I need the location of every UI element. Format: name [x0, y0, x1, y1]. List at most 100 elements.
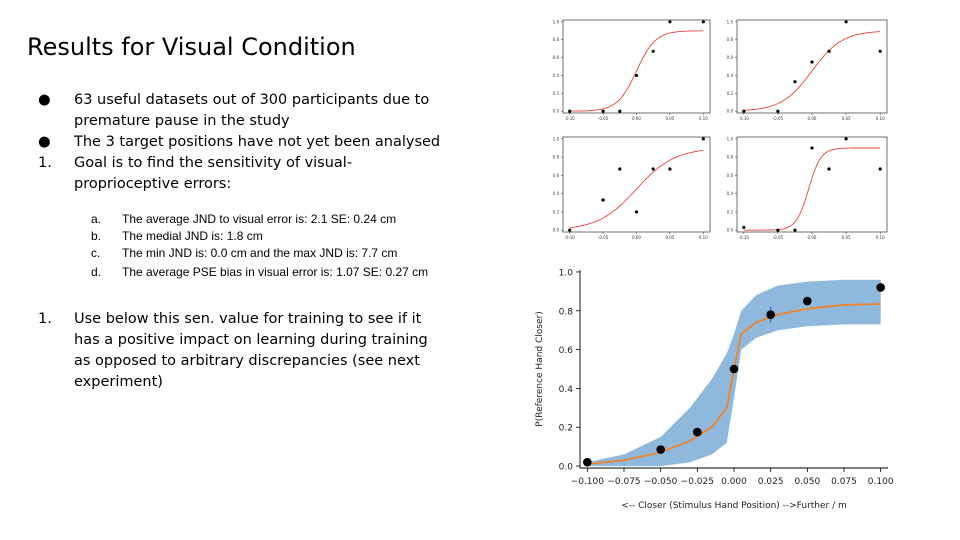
- data-point: [601, 109, 605, 113]
- number-marker: 1.: [38, 311, 52, 327]
- mini-chart-4: 0.0 0.2 0.4 0.6 0.8 1.0 -0.10 -0.05 0.00 0.05 0.10: [727, 136, 888, 240]
- y-tick-label: 0.2: [553, 91, 560, 96]
- data-point: [656, 445, 665, 454]
- plot-frame: [562, 136, 711, 233]
- x-tick-label: −0.100: [571, 477, 605, 487]
- data-point: [618, 109, 622, 113]
- x-tick-label: 0.10: [699, 235, 708, 240]
- sub-marker: d.: [91, 265, 102, 279]
- slide-body: ● 63 useful datasets out of 300 participa…: [38, 90, 448, 393]
- x-tick-label: 0.10: [876, 235, 885, 240]
- bullet-marker: ●: [38, 134, 51, 150]
- data-point: [844, 20, 848, 24]
- y-tick-label: 0.4: [727, 191, 734, 196]
- y-tick-label: 0.6: [727, 55, 734, 60]
- x-tick-label: −0.025: [681, 477, 714, 487]
- data-point: [651, 167, 655, 171]
- x-tick-label: -0.05: [773, 116, 784, 121]
- sub-item: b. The medial JND is: 1.8 cm: [38, 228, 448, 245]
- data-point: [651, 49, 655, 53]
- bullet-item: ● 63 useful datasets out of 300 participa…: [38, 90, 448, 132]
- bullet-marker: ●: [38, 92, 51, 108]
- y-tick-label: 0.8: [727, 155, 734, 160]
- data-point: [803, 296, 812, 306]
- data-point: [668, 167, 672, 171]
- data-point: [742, 109, 746, 113]
- fit-curve: [569, 30, 704, 112]
- data-point: [878, 167, 882, 171]
- x-tick-label: -0.05: [598, 116, 609, 121]
- sub-marker: b.: [91, 229, 102, 243]
- fit-curve: [569, 149, 704, 229]
- y-tick-label: 0.8: [553, 37, 560, 42]
- y-tick-label: 0.4: [553, 73, 560, 78]
- y-tick-label: 1.0: [553, 136, 560, 141]
- data-point: [766, 310, 775, 319]
- y-tick-label: 0.4: [553, 191, 560, 196]
- x-tick-label: 0.05: [665, 235, 674, 240]
- y-tick-label: 0.4: [727, 73, 734, 78]
- data-point: [876, 283, 885, 292]
- data-point: [701, 20, 705, 24]
- plot-frame: [736, 19, 888, 114]
- y-tick-label: 1.0: [559, 268, 574, 278]
- fit-curve: [743, 31, 881, 111]
- data-point: [568, 109, 572, 113]
- bullet-text: The 3 target positions have not yet been…: [74, 134, 441, 150]
- x-tick-label: 0.000: [721, 477, 747, 487]
- y-tick-label: 0.6: [553, 55, 560, 60]
- data-point: [601, 198, 605, 202]
- sub-item: a. The average JND to visual error is: 2.…: [38, 211, 448, 228]
- data-point: [810, 146, 814, 150]
- y-tick-label: 0.0: [553, 228, 560, 233]
- bullet-text: 63 useful datasets out of 300 participan…: [74, 92, 430, 129]
- x-tick-label: -0.05: [773, 235, 784, 240]
- data-point: [793, 228, 797, 232]
- fit-curve: [743, 147, 881, 231]
- x-tick-label: 0.10: [699, 116, 708, 121]
- y-tick-label: 1.0: [727, 136, 734, 141]
- y-tick-label: 0.6: [553, 173, 560, 178]
- x-tick-label: 0.00: [808, 235, 817, 240]
- data-point: [776, 109, 780, 113]
- mini-chart-2: 0.0 0.2 0.4 0.6 0.8 1.0 -0.10 -0.05 0.00 0.05 0.10: [727, 19, 888, 121]
- bullet-item: ● The 3 target positions have not yet bee…: [38, 132, 448, 153]
- y-tick-label: 0.2: [553, 209, 560, 214]
- y-tick-label: 0.8: [559, 307, 574, 317]
- data-point: [583, 457, 592, 467]
- data-point: [742, 225, 746, 230]
- numbered-text: Goal is to find the sensitivity of visua…: [74, 155, 353, 192]
- data-point: [793, 80, 797, 84]
- data-point: [878, 49, 882, 53]
- plot-frame: [736, 136, 888, 233]
- y-tick-label: 0.4: [559, 385, 574, 395]
- sub-text: The average JND to visual error is: 2.1 …: [122, 212, 397, 226]
- data-point: [827, 49, 831, 53]
- data-point: [634, 210, 639, 214]
- sub-text: The average PSE bias in visual error is:…: [122, 265, 429, 279]
- sub-marker: a.: [91, 212, 102, 226]
- x-tick-label: −0.050: [644, 477, 678, 487]
- y-tick-label: 0.2: [727, 91, 734, 96]
- x-tick-label: -0.10: [739, 116, 750, 121]
- x-tick-label: 0.050: [794, 477, 820, 487]
- x-axis-label: <-- Closer (Stimulus Hand Position) -->F…: [621, 501, 847, 511]
- y-tick-label: 0.2: [727, 209, 734, 214]
- x-tick-label: 0.00: [808, 116, 817, 121]
- y-tick-label: 0.0: [559, 463, 574, 473]
- x-tick-label: 0.025: [758, 477, 784, 487]
- data-point: [701, 137, 705, 141]
- x-tick-label: 0.075: [831, 477, 857, 487]
- data-point: [618, 167, 622, 171]
- mini-chart-3: 0.0 0.2 0.4 0.6 0.8 1.0 -0.10 -0.05 0.00 0.05 0.10: [553, 136, 711, 240]
- sub-text: The min JND is: 0.0 cm and the max JND i…: [122, 246, 398, 260]
- data-point: [634, 73, 639, 78]
- sub-marker: c.: [91, 246, 101, 260]
- x-tick-label: 0.05: [665, 116, 674, 121]
- y-tick-label: 1.0: [553, 19, 560, 24]
- data-point: [693, 427, 702, 437]
- x-tick-label: -0.10: [739, 235, 750, 240]
- sub-item: c. The min JND is: 0.0 cm and the max JND…: [38, 245, 448, 262]
- numbered-item: 1. Goal is to find the sensitivity of vis…: [38, 153, 448, 195]
- numbered-text: Use below this sen. value for training t…: [74, 311, 428, 390]
